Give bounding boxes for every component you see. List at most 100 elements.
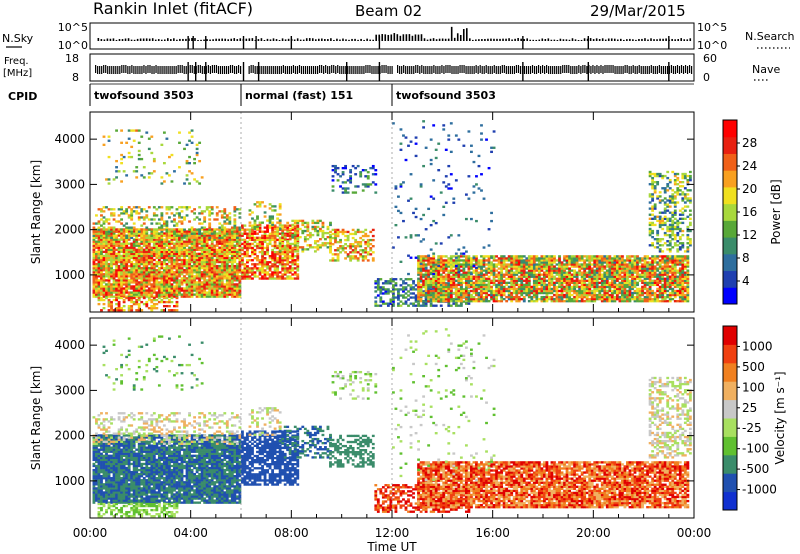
heatmap-cell xyxy=(195,289,199,292)
freq-sample xyxy=(674,66,677,74)
heatmap-cell xyxy=(180,258,184,262)
heatmap-cell xyxy=(155,228,159,231)
heatmap-cell xyxy=(230,287,234,290)
heatmap-cell xyxy=(495,300,498,303)
freq-sample xyxy=(335,66,337,74)
heatmap-cell xyxy=(213,283,217,286)
heatmap-cell xyxy=(447,285,451,289)
heatmap-cell xyxy=(92,289,96,292)
heatmap-cell xyxy=(223,287,227,290)
heatmap-cell xyxy=(520,291,524,295)
heatmap-cell xyxy=(132,279,136,282)
heatmap-cell xyxy=(105,291,108,294)
heatmap-cell xyxy=(190,283,194,286)
heatmap-cell xyxy=(225,240,229,243)
heatmap-cell xyxy=(225,232,229,235)
heatmap-cell xyxy=(155,298,159,302)
heatmap-cell xyxy=(162,279,166,282)
freq-sample xyxy=(415,65,417,73)
heatmap-cell xyxy=(140,285,144,288)
heatmap-cell xyxy=(442,259,446,262)
heatmap-cell xyxy=(291,226,295,229)
heatmap-cell xyxy=(120,256,124,260)
heatmap-cell xyxy=(286,242,290,245)
freq-sample xyxy=(97,66,99,74)
freq-sample xyxy=(662,66,664,74)
heatmap-cell xyxy=(132,210,136,213)
heatmap-cell xyxy=(122,256,126,260)
freq-sample xyxy=(429,66,431,74)
heatmap-cell xyxy=(110,232,113,235)
heatmap-cell xyxy=(286,246,290,250)
heatmap-cell xyxy=(155,238,159,241)
heatmap-cell xyxy=(95,275,98,278)
heatmap-cell xyxy=(180,232,184,235)
heatmap-cell xyxy=(107,139,111,142)
heatmap-cell xyxy=(442,297,446,301)
heatmap-cell xyxy=(263,205,267,208)
heatmap-cell xyxy=(225,295,229,298)
heatmap-cell xyxy=(155,240,159,243)
heatmap-cell xyxy=(180,260,184,264)
heatmap-cell xyxy=(241,228,244,231)
heatmap-cell xyxy=(185,269,189,272)
heatmap-cell xyxy=(246,242,249,246)
heatmap-cell xyxy=(286,275,290,278)
heatmap-cell xyxy=(157,246,161,249)
heatmap-cell xyxy=(258,269,262,272)
heatmap-cell xyxy=(173,264,176,268)
heatmap-cell xyxy=(155,291,159,294)
heatmap-cell xyxy=(183,260,186,264)
heatmap-cell xyxy=(278,259,282,262)
heatmap-cell xyxy=(100,248,103,251)
heatmap-cell xyxy=(137,242,141,245)
heatmap-cell xyxy=(449,277,453,280)
heatmap-cell xyxy=(147,262,151,266)
heatmap-cell xyxy=(386,302,390,305)
heatmap-cell xyxy=(266,250,269,254)
heatmap-cell xyxy=(130,269,134,272)
heatmap-cell xyxy=(160,246,164,249)
heatmap-cell xyxy=(173,242,176,245)
heatmap-cell xyxy=(220,287,224,290)
heatmap-cell xyxy=(178,212,181,215)
heatmap-cell xyxy=(228,250,232,254)
heatmap-cell xyxy=(510,273,514,276)
heatmap-cell xyxy=(218,222,222,225)
heatmap-cell xyxy=(477,300,481,303)
heatmap-cell xyxy=(296,277,300,280)
heatmap-cell xyxy=(173,295,176,298)
heatmap-cell xyxy=(266,263,269,266)
heatmap-cell xyxy=(225,285,229,288)
heatmap-cell xyxy=(100,281,103,284)
heatmap-cell xyxy=(457,275,461,278)
heatmap-cell xyxy=(223,289,227,292)
heatmap-cell xyxy=(100,242,103,245)
heatmap-cell xyxy=(238,291,242,294)
heatmap-cell xyxy=(115,281,118,284)
heatmap-cell xyxy=(371,245,375,248)
heatmap-cell xyxy=(238,269,242,272)
heatmap-cell xyxy=(215,214,219,217)
heatmap-cell xyxy=(135,260,139,264)
heatmap-cell xyxy=(105,234,108,237)
heatmap-cell xyxy=(145,131,149,134)
heatmap-cell xyxy=(137,287,141,290)
heatmap-cell xyxy=(205,275,209,278)
nsky-sample xyxy=(314,39,317,41)
heatmap-cell xyxy=(424,275,428,278)
heatmap-cell xyxy=(178,214,181,217)
nsky-sample xyxy=(236,39,239,41)
heatmap-cell xyxy=(188,285,191,288)
heatmap-cell xyxy=(117,293,121,296)
heatmap-cell xyxy=(105,232,108,235)
heatmap-cell xyxy=(120,238,124,241)
heatmap-cell xyxy=(449,304,453,307)
heatmap-cell xyxy=(283,250,287,254)
heatmap-cell xyxy=(258,277,262,280)
nsky-sample xyxy=(493,38,495,41)
heatmap-cell xyxy=(467,295,471,299)
heatmap-cell xyxy=(492,291,496,295)
heatmap-cell xyxy=(180,264,184,268)
heatmap-cell xyxy=(115,176,118,179)
